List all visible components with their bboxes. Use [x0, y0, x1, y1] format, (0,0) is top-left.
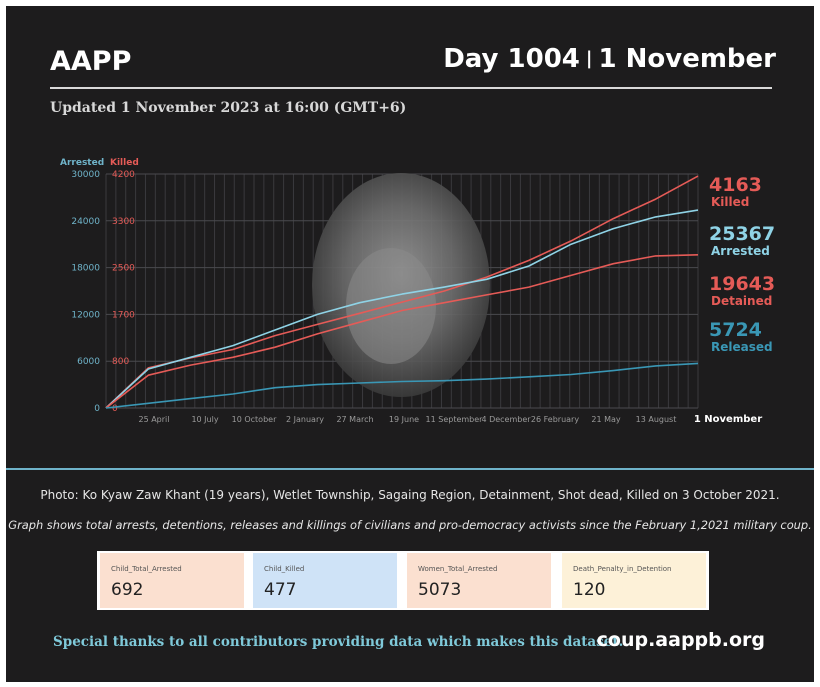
stat-card-child-arrested: Child_Total_Arrested 692: [100, 553, 244, 608]
heading-separator: |: [585, 48, 593, 69]
stat-card-label: Child_Total_Arrested: [111, 565, 182, 573]
left-axis-tick-label: 6000: [77, 357, 100, 367]
right-axis-label: Killed: [110, 158, 139, 168]
stat-card-value: 5073: [418, 580, 462, 600]
x-tick-label: 19 June: [389, 415, 419, 424]
photo-caption: Photo: Ko Kyaw Zaw Khant (19 years), Wet…: [40, 488, 780, 502]
date-label: 1 November: [598, 44, 776, 74]
end-name-detained: Detained: [711, 294, 772, 308]
end-value-arrested: 25367: [709, 223, 775, 245]
org-logo-text: AAPP: [50, 46, 132, 77]
graph-note: Graph shows total arrests, detentions, r…: [8, 518, 812, 532]
line-chart: 0 0 6000 800 12000 1700 18000 2500 24000 3300 3000…: [60, 158, 775, 425]
x-tick-label: 27 March: [336, 415, 373, 424]
x-tick-label: 25 April: [138, 415, 169, 424]
left-axis-tick-label: 12000: [71, 310, 100, 320]
thanks-note: Special thanks to all contributors provi…: [53, 634, 624, 650]
header-divider: [50, 87, 772, 89]
x-tick-label: 10 July: [191, 415, 218, 424]
x-tick-label: 21 May: [591, 415, 621, 424]
day-label: Day 1004: [443, 44, 580, 74]
series-line-killed: [105, 175, 699, 409]
end-value-detained: 19643: [709, 273, 775, 295]
right-axis-tick-label: 4200: [112, 170, 135, 180]
end-value-released: 5724: [709, 319, 762, 341]
series-line-detained: [105, 254, 699, 409]
x-tick-label: 11 September: [426, 415, 484, 424]
x-tick-label: 10 October: [232, 415, 277, 424]
end-name-arrested: Arrested: [711, 244, 770, 258]
right-axis-tick-label: 0: [112, 404, 118, 414]
x-tick-label: 4 December: [481, 415, 531, 424]
x-tick-label: 2 January: [286, 415, 324, 424]
stat-cards: Child_Total_Arrested 692 Child_Killed 47…: [97, 551, 709, 610]
x-tick-label: 13 August: [636, 415, 677, 424]
left-axis-tick-label: 0: [94, 404, 100, 414]
stat-card-label: Women_Total_Arrested: [418, 565, 498, 573]
stat-card-label: Child_Killed: [264, 565, 305, 573]
updated-timestamp: Updated 1 November 2023 at 16:00 (GMT+6): [50, 100, 407, 116]
stat-card-label: Death_Penalty_in_Detention: [573, 565, 672, 573]
left-axis-label: Arrested: [60, 158, 104, 168]
stat-card-value: 692: [111, 580, 144, 600]
left-axis-tick-label: 18000: [71, 264, 100, 274]
series-line-arrested: [105, 209, 699, 409]
chart-axes: 0 0 6000 800 12000 1700 18000 2500 24000 3300 3000…: [60, 158, 762, 425]
right-axis-tick-label: 800: [112, 357, 129, 367]
stat-card-death-penalty: Death_Penalty_in_Detention 120: [562, 553, 706, 608]
end-name-killed: Killed: [711, 195, 749, 209]
stat-card-value: 120: [573, 580, 606, 600]
end-name-released: Released: [711, 340, 773, 354]
portrait-face: [346, 248, 436, 364]
infographic-panel: AAPP Day 1004 | 1 November Updated 1 Novem…: [6, 6, 814, 682]
series-line-released: [105, 362, 699, 409]
left-axis-tick-label: 30000: [71, 170, 100, 180]
left-axis-tick-label: 24000: [71, 217, 100, 227]
stat-card-women-arrested: Women_Total_Arrested 5073: [407, 553, 551, 608]
right-axis-tick-label: 2500: [112, 264, 135, 274]
x-tick-label: 1 November: [694, 414, 762, 425]
stat-card-child-killed: Child_Killed 477: [253, 553, 397, 608]
right-axis-tick-label: 3300: [112, 217, 135, 227]
end-value-killed: 4163: [709, 174, 762, 196]
stat-card-value: 477: [264, 580, 297, 600]
website-link[interactable]: coup.aappb.org: [596, 629, 765, 651]
right-axis-tick-label: 1700: [112, 310, 135, 320]
day-date-heading: Day 1004 | 1 November: [443, 44, 776, 74]
x-tick-label: 26 February: [531, 415, 579, 424]
section-divider: [6, 468, 814, 470]
chart-series: [105, 175, 699, 409]
